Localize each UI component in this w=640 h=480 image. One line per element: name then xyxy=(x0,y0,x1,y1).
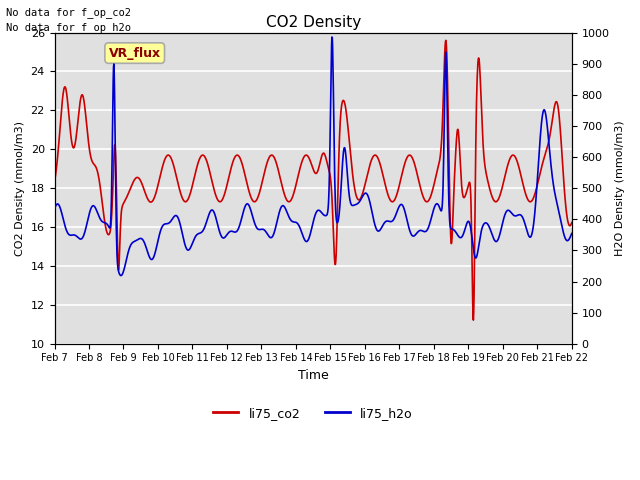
Y-axis label: H2O Density (mmol/m3): H2O Density (mmol/m3) xyxy=(615,120,625,256)
Title: CO2 Density: CO2 Density xyxy=(266,15,361,30)
Text: No data for f_op_co2: No data for f_op_co2 xyxy=(6,7,131,18)
Text: VR_flux: VR_flux xyxy=(109,47,161,60)
X-axis label: Time: Time xyxy=(298,369,328,382)
Text: No data for f_op_h2o: No data for f_op_h2o xyxy=(6,22,131,33)
Legend: li75_co2, li75_h2o: li75_co2, li75_h2o xyxy=(209,402,418,425)
Y-axis label: CO2 Density (mmol/m3): CO2 Density (mmol/m3) xyxy=(15,120,25,256)
